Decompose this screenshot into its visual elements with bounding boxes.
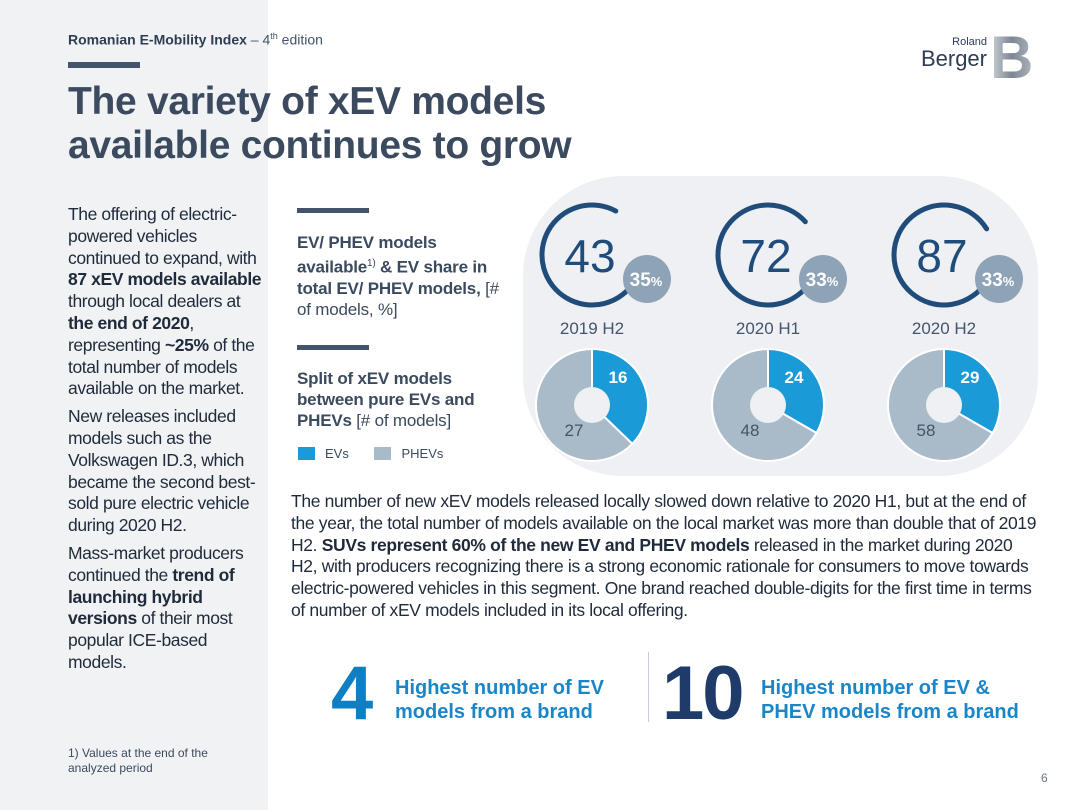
- page-number: 6: [1041, 771, 1048, 785]
- roland-berger-logo: Roland Berger B: [920, 28, 1035, 83]
- ev-share-badge-3: [975, 255, 1023, 303]
- kpi-ev-phev-label: Highest number of EV & PHEV models from …: [761, 677, 1019, 723]
- section2-accent-bar: [297, 345, 369, 350]
- legend-phev: PHEVs: [374, 446, 443, 461]
- pie-hole-1: [574, 387, 610, 423]
- page-title: The variety of xEV models available cont…: [68, 80, 572, 167]
- pie-label-ev-3: 29: [961, 368, 980, 387]
- left-sidebar-panel: [0, 0, 268, 810]
- total-value-2: 72: [740, 230, 791, 282]
- report-header: Romanian E-Mobility Index – 4th edition: [68, 31, 323, 48]
- ev-share-value-2: 33%: [806, 270, 839, 291]
- total-ring-3: [891, 202, 990, 308]
- svg-text:B: B: [990, 28, 1033, 83]
- section1-heading: EV/ PHEV models available1) & EV share i…: [297, 233, 499, 319]
- ev-share-value-3: 33%: [982, 270, 1015, 291]
- kpi-ev-label: Highest number of EV models from a brand: [395, 677, 604, 723]
- pie-hole-3: [926, 387, 962, 423]
- pie-label-phev-2: 48: [741, 421, 760, 440]
- period-label-1: 2019 H2: [560, 319, 624, 338]
- kpi-ev-phev-value: 10: [662, 651, 745, 736]
- total-ring-1: [539, 202, 638, 308]
- legend-ev-swatch: [298, 447, 315, 460]
- section1-accent-bar: [297, 208, 369, 213]
- total-value-1: 43: [564, 230, 615, 282]
- footnote: 1) Values at the end of the analyzed per…: [68, 746, 208, 775]
- total-value-3: 87: [916, 230, 967, 282]
- pie-hole-2: [750, 387, 786, 423]
- summary-paragraph-2: New releases included models such as the…: [68, 406, 256, 536]
- period-label-2: 2020 H1: [736, 319, 800, 338]
- section2-heading: Split of xEV models between pure EVs and…: [297, 369, 475, 430]
- legend-phev-swatch: [374, 447, 392, 460]
- logo-mark-icon: B: [990, 28, 1033, 83]
- ev-share-badge-2: [799, 255, 847, 303]
- summary-paragraph-1: The offering of electric-powered vehicle…: [68, 204, 262, 399]
- pie-label-phev-3: 58: [917, 421, 936, 440]
- summary-paragraph-3: Mass-market producers continued the tren…: [68, 542, 244, 672]
- ev-share-badge-1: [623, 255, 671, 303]
- ev-share-value-1: 35%: [630, 270, 663, 291]
- total-ring-2: [715, 202, 814, 308]
- legend-ev: EVs: [298, 446, 349, 461]
- title-accent-bar: [68, 62, 140, 68]
- kpi-divider: [648, 652, 649, 722]
- summary-text: The offering of electric-powered vehicle…: [68, 204, 263, 680]
- chart-legend: EVs PHEVs: [298, 446, 465, 461]
- pie-label-phev-1: 27: [565, 421, 584, 440]
- pie-label-ev-1: 16: [609, 368, 628, 387]
- pie-slice-ev-1: [591, 347, 649, 446]
- period-label-3: 2020 H2: [912, 319, 976, 338]
- body-text: The number of new xEV models released lo…: [291, 491, 1037, 620]
- kpi-ev-value: 4: [331, 651, 373, 736]
- pie-label-ev-2: 24: [785, 368, 804, 387]
